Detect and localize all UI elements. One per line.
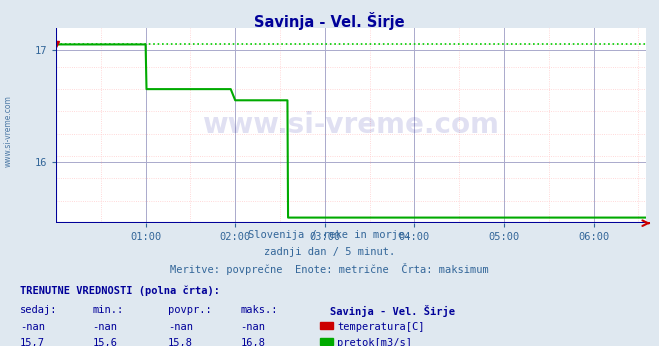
Text: -nan: -nan [20,322,45,333]
Text: 15,6: 15,6 [92,338,117,346]
Text: 15,7: 15,7 [20,338,45,346]
Text: -nan: -nan [92,322,117,333]
Text: temperatura[C]: temperatura[C] [337,322,425,333]
Text: TRENUTNE VREDNOSTI (polna črta):: TRENUTNE VREDNOSTI (polna črta): [20,285,219,296]
Text: min.:: min.: [92,305,123,315]
Text: povpr.:: povpr.: [168,305,212,315]
Text: Savinja - Vel. Širje: Savinja - Vel. Širje [254,12,405,30]
Text: sedaj:: sedaj: [20,305,57,315]
Text: www.si-vreme.com: www.si-vreme.com [202,111,500,139]
Text: -nan: -nan [241,322,266,333]
Text: pretok[m3/s]: pretok[m3/s] [337,338,413,346]
Text: Savinja - Vel. Širje: Savinja - Vel. Širje [330,305,455,317]
Text: 16,8: 16,8 [241,338,266,346]
Text: maks.:: maks.: [241,305,278,315]
Text: www.si-vreme.com: www.si-vreme.com [3,95,13,167]
Text: 15,8: 15,8 [168,338,193,346]
Text: Slovenija / reke in morje.: Slovenija / reke in morje. [248,230,411,240]
Text: zadnji dan / 5 minut.: zadnji dan / 5 minut. [264,247,395,257]
Text: Meritve: povprečne  Enote: metrične  Črta: maksimum: Meritve: povprečne Enote: metrične Črta:… [170,263,489,275]
Text: -nan: -nan [168,322,193,333]
